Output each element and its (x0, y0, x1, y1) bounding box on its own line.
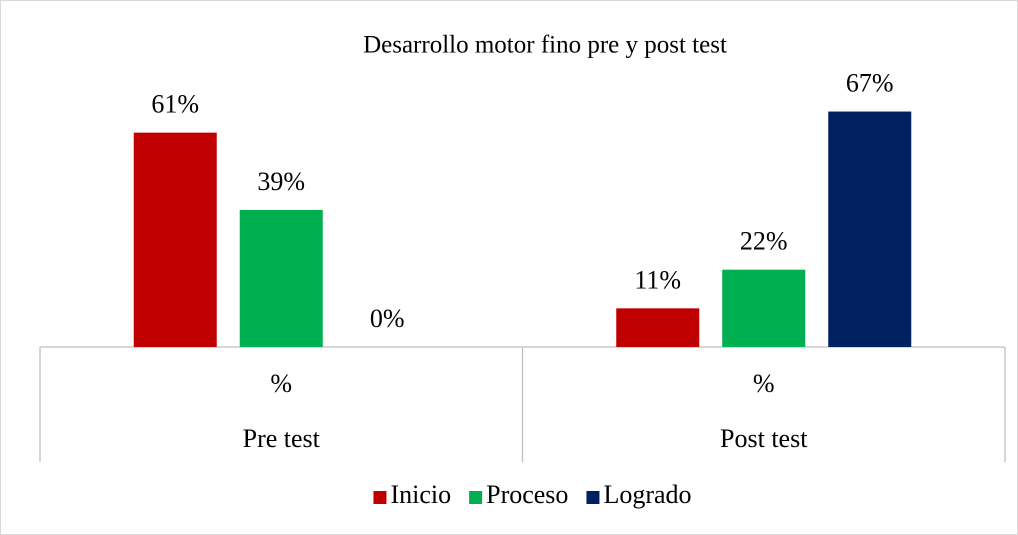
x-group-label: Post test (720, 424, 808, 453)
data-label: 11% (634, 265, 681, 294)
legend-swatch (469, 491, 483, 504)
data-label: 61% (151, 90, 199, 119)
legend-label: Logrado (603, 480, 691, 509)
legend-item: Inicio (373, 480, 451, 509)
data-label: 0% (370, 304, 405, 333)
x-tick-label: % (753, 369, 775, 398)
data-label: 67% (846, 69, 894, 98)
x-tick-label: % (270, 369, 292, 398)
legend-swatch (586, 491, 600, 504)
data-label: 39% (257, 167, 305, 196)
data-label: 22% (740, 227, 788, 256)
x-group-label: Pre test (243, 424, 321, 453)
legend-item: Proceso (469, 480, 568, 509)
bar (828, 111, 912, 348)
legend-label: Inicio (390, 480, 451, 509)
bar (133, 132, 217, 347)
legend-item: Logrado (586, 480, 692, 509)
legend-swatch (373, 491, 387, 504)
legend-label: Proceso (486, 480, 568, 509)
chart-title: Desarrollo motor fino pre y post test (363, 32, 727, 59)
bar (722, 269, 806, 347)
bar (239, 209, 323, 347)
bar (616, 308, 700, 347)
